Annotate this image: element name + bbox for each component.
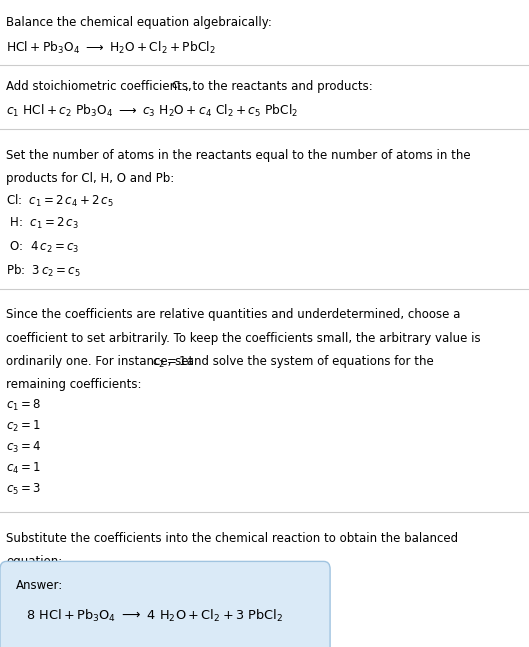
Text: ordinarily one. For instance, set: ordinarily one. For instance, set bbox=[6, 355, 197, 368]
Text: $\mathrm{HCl + Pb_3O_4 \ \longrightarrow \ H_2O + Cl_2 + PbCl_2}$: $\mathrm{HCl + Pb_3O_4 \ \longrightarrow… bbox=[6, 39, 216, 56]
Text: $c_4 = 1$: $c_4 = 1$ bbox=[6, 461, 41, 476]
Text: Set the number of atoms in the reactants equal to the number of atoms in the: Set the number of atoms in the reactants… bbox=[6, 149, 471, 162]
Text: Cl:  $c_1 = 2\,c_4 + 2\,c_5$: Cl: $c_1 = 2\,c_4 + 2\,c_5$ bbox=[6, 193, 114, 209]
Text: $c_i$: $c_i$ bbox=[171, 80, 182, 93]
Text: $c_2 = 1$: $c_2 = 1$ bbox=[152, 355, 187, 370]
Text: Since the coefficients are relative quantities and underdetermined, choose a: Since the coefficients are relative quan… bbox=[6, 309, 461, 322]
FancyBboxPatch shape bbox=[0, 562, 330, 647]
Text: $c_3 = 4$: $c_3 = 4$ bbox=[6, 440, 42, 455]
Text: equation:: equation: bbox=[6, 555, 62, 568]
Text: $c_5 = 3$: $c_5 = 3$ bbox=[6, 482, 41, 497]
Text: $c_1 = 8$: $c_1 = 8$ bbox=[6, 398, 41, 413]
Text: O:  $4\,c_2 = c_3$: O: $4\,c_2 = c_3$ bbox=[6, 239, 79, 255]
Text: , to the reactants and products:: , to the reactants and products: bbox=[185, 80, 373, 93]
Text: and solve the system of equations for the: and solve the system of equations for th… bbox=[183, 355, 433, 368]
Text: Add stoichiometric coefficients,: Add stoichiometric coefficients, bbox=[6, 80, 196, 93]
Text: Pb:  $3\,c_2 = c_5$: Pb: $3\,c_2 = c_5$ bbox=[6, 263, 81, 279]
Text: Balance the chemical equation algebraically:: Balance the chemical equation algebraica… bbox=[6, 16, 272, 29]
Text: $\mathrm{8\ HCl + Pb_3O_4\ \longrightarrow\ 4\ H_2O + Cl_2 + 3\ PbCl_2}$: $\mathrm{8\ HCl + Pb_3O_4\ \longrightarr… bbox=[26, 608, 284, 624]
Text: coefficient to set arbitrarily. To keep the coefficients small, the arbitrary va: coefficient to set arbitrarily. To keep … bbox=[6, 332, 481, 345]
Text: remaining coefficients:: remaining coefficients: bbox=[6, 378, 142, 391]
Text: Answer:: Answer: bbox=[16, 579, 63, 592]
Text: Substitute the coefficients into the chemical reaction to obtain the balanced: Substitute the coefficients into the che… bbox=[6, 532, 459, 545]
Text: H:  $c_1 = 2\,c_3$: H: $c_1 = 2\,c_3$ bbox=[6, 216, 79, 232]
Text: $c_1\ \mathrm{HCl} + c_2\ \mathrm{Pb_3O_4}\ \longrightarrow\ c_3\ \mathrm{H_2O} : $c_1\ \mathrm{HCl} + c_2\ \mathrm{Pb_3O_… bbox=[6, 104, 298, 120]
Text: products for Cl, H, O and Pb:: products for Cl, H, O and Pb: bbox=[6, 172, 175, 185]
Text: $c_2 = 1$: $c_2 = 1$ bbox=[6, 419, 41, 434]
